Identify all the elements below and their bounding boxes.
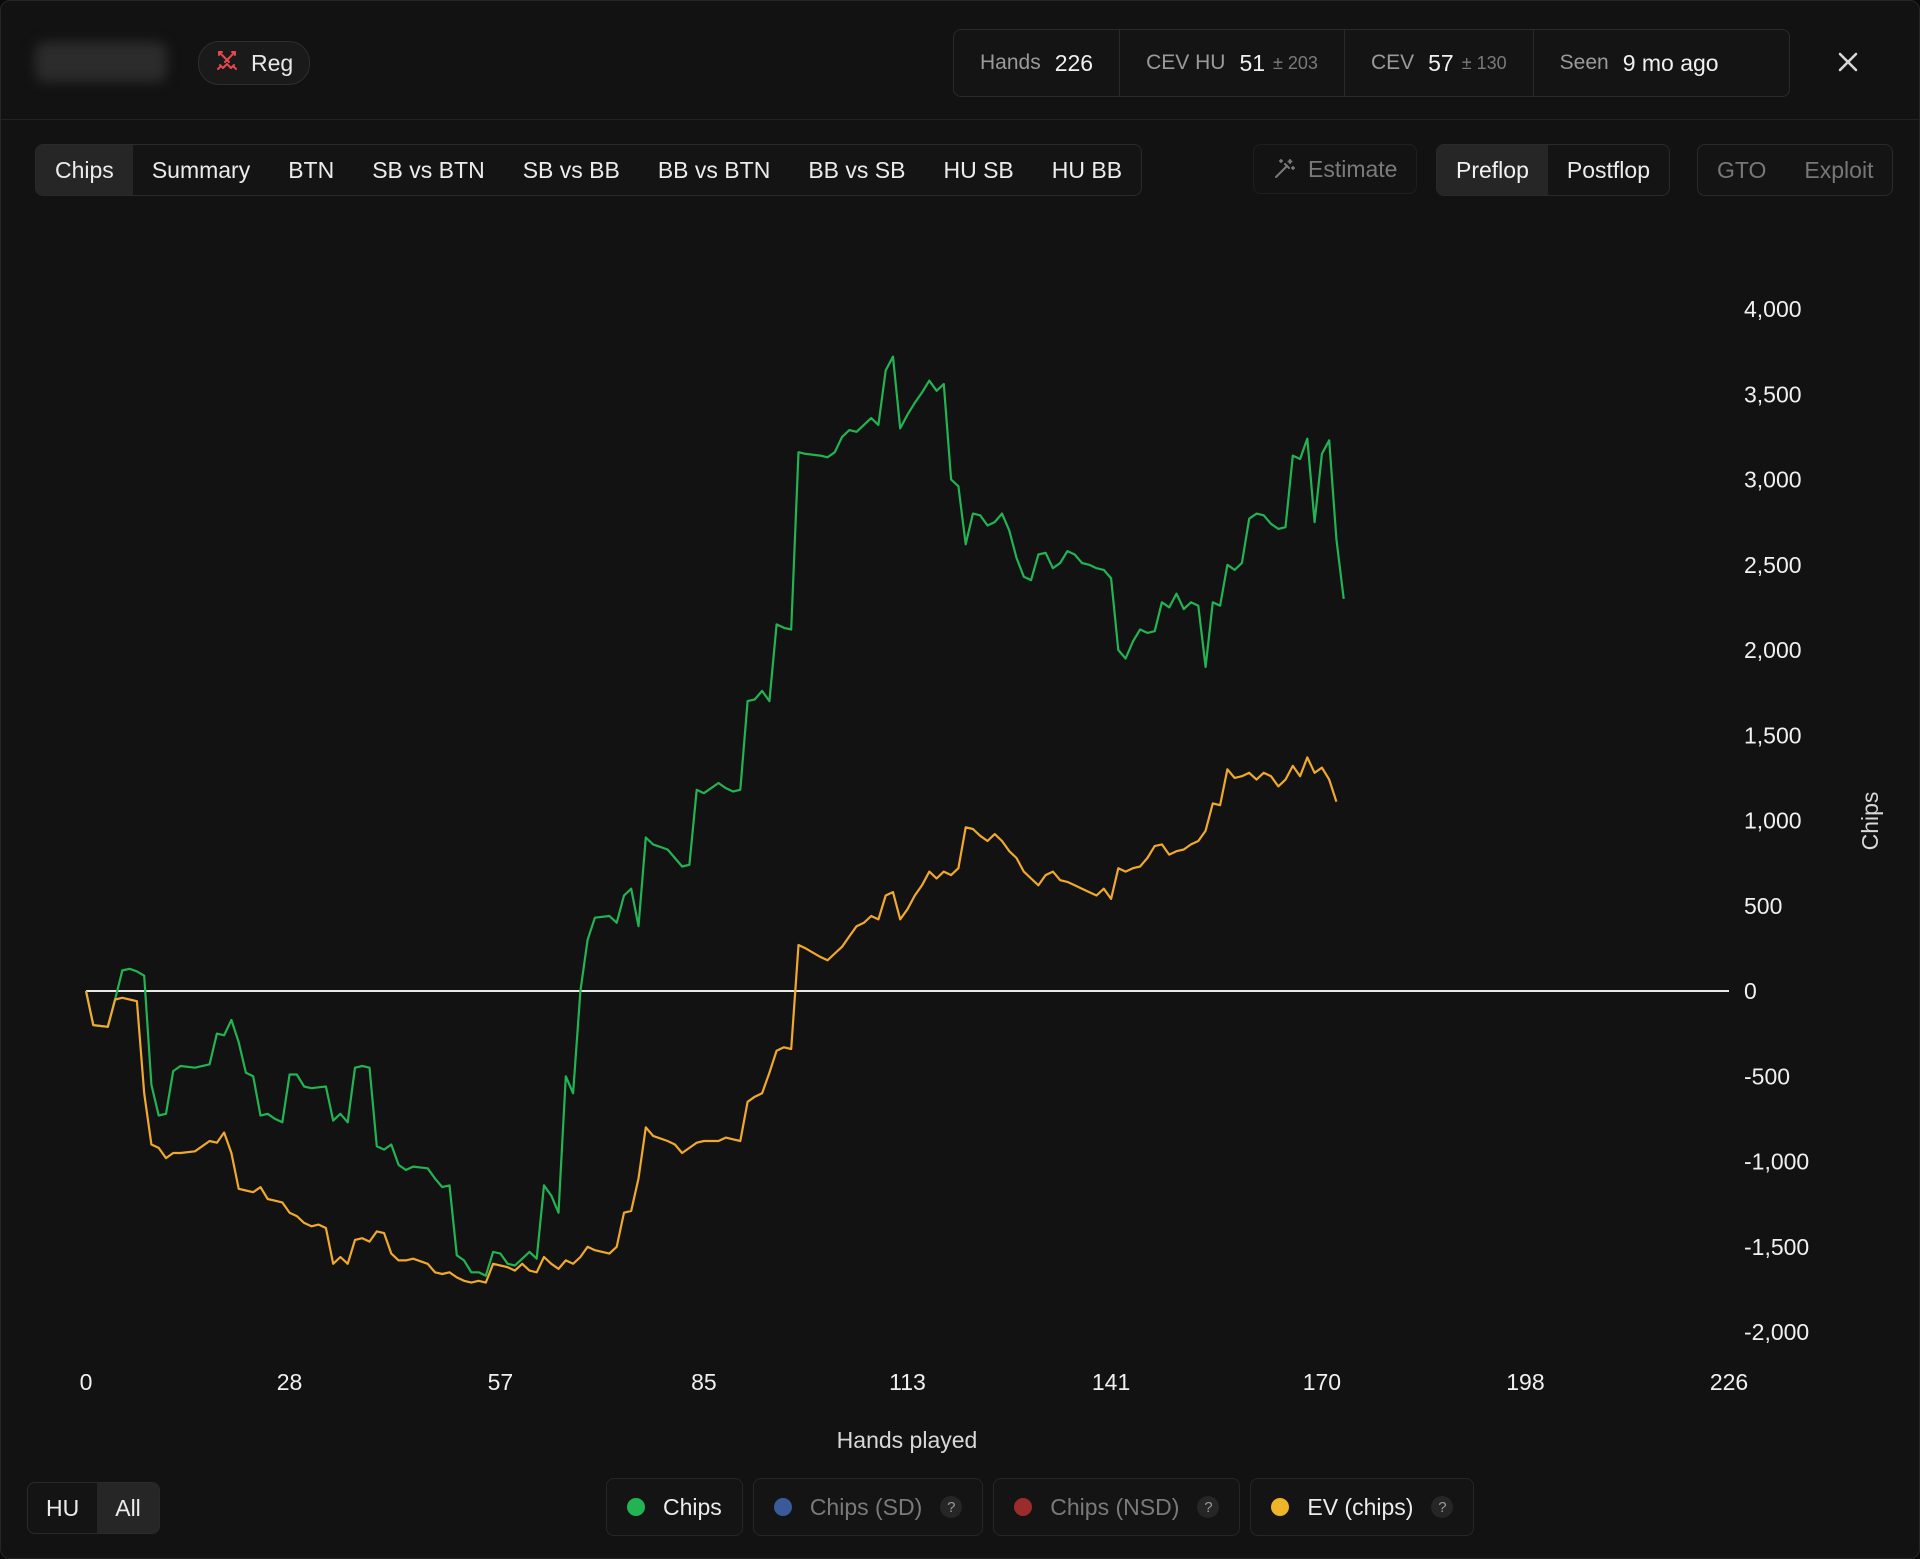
stat-cev-hu: CEV HU 51 ± 203 [1120, 30, 1345, 96]
tab-btn[interactable]: BTN [288, 156, 335, 183]
legend-label: Chips (NSD) [1050, 1493, 1180, 1520]
tab-hu-sb[interactable]: HU SB [943, 156, 1014, 183]
estimate-button[interactable]: Estimate [1253, 144, 1417, 194]
y-tick-label: 1,000 [1744, 808, 1802, 834]
legend-chips[interactable]: Chips [606, 1478, 743, 1536]
preflop-option[interactable]: Preflop [1437, 145, 1548, 195]
gto-option[interactable]: GTO [1717, 156, 1767, 183]
x-tick-label: 0 [80, 1369, 93, 1395]
legend-label: Chips (SD) [809, 1493, 923, 1520]
legend-chips-sd[interactable]: Chips (SD) ? [752, 1478, 984, 1536]
close-button[interactable] [1831, 45, 1865, 79]
y-tick-label: 2,000 [1744, 637, 1802, 663]
tab-chips[interactable]: Chips [36, 145, 133, 195]
legend-chips-nsd[interactable]: Chips (NSD) ? [993, 1478, 1241, 1536]
y-tick-label: 4,000 [1744, 296, 1802, 322]
blurred-player-name [35, 42, 167, 82]
y-tick-label: 3,000 [1744, 467, 1802, 493]
x-tick-label: 141 [1092, 1369, 1130, 1395]
scope-toggle: HU All [27, 1482, 160, 1534]
series-line-chips [84, 355, 1345, 1277]
tab-summary[interactable]: Summary [151, 156, 251, 183]
y-tick-label: -1,000 [1744, 1149, 1809, 1175]
magic-wand-icon [1275, 159, 1295, 178]
badge-label: Reg [251, 49, 294, 76]
y-tick-label: -2,000 [1744, 1319, 1809, 1345]
close-icon [1838, 52, 1858, 72]
y-tick-label: 3,500 [1744, 381, 1802, 407]
y-tick-label: 0 [1744, 978, 1757, 1004]
exploit-option[interactable]: Exploit [1804, 156, 1874, 183]
tab-bb-vs-btn[interactable]: BB vs BTN [657, 156, 771, 183]
help-icon[interactable]: ? [940, 1496, 963, 1518]
legend-dot [773, 1498, 792, 1516]
stat-hands: Hands 226 [954, 30, 1121, 96]
legend-ev-chips[interactable]: EV (chips) ? [1250, 1478, 1475, 1536]
x-tick-label: 28 [277, 1369, 303, 1395]
tab-sb-vs-bb[interactable]: SB vs BB [522, 156, 620, 183]
chart-legend: Chips Chips (SD) ? Chips (NSD) ? EV (chi… [606, 1478, 1475, 1536]
stat-label: Hands [980, 51, 1041, 74]
y-tick-label: -1,500 [1744, 1234, 1809, 1260]
tab-hu-bb[interactable]: HU BB [1051, 156, 1123, 183]
x-tick-label: 85 [691, 1369, 717, 1395]
legend-dot [1014, 1498, 1033, 1516]
stat-value: 226 [1054, 49, 1094, 76]
strategy-mode-toggle: GTO Exploit [1697, 144, 1894, 196]
series-line-ev-chips [84, 756, 1338, 1284]
x-tick-label: 57 [488, 1369, 514, 1395]
view-tabs: Chips Summary BTN SB vs BTN SB vs BB BB … [35, 144, 1143, 196]
tab-bb-vs-sb[interactable]: BB vs SB [808, 156, 906, 183]
estimate-label: Estimate [1308, 155, 1398, 182]
legend-dot [627, 1498, 645, 1516]
legend-label: Chips [663, 1493, 722, 1520]
help-icon[interactable]: ? [1197, 1496, 1220, 1518]
y-axis-title: Chips [1857, 792, 1883, 851]
x-tick-label: 226 [1710, 1369, 1748, 1395]
help-icon[interactable]: ? [1431, 1496, 1454, 1518]
x-tick-label: 198 [1506, 1369, 1544, 1395]
player-type-badge[interactable]: Reg [198, 41, 311, 85]
stat-label: CEV [1370, 51, 1415, 74]
stat-error: ± 130 [1461, 52, 1507, 73]
stat-label: CEV HU [1146, 51, 1226, 74]
stats-summary: Hands 226 CEV HU 51 ± 203 CEV 57 ± 130 S… [953, 29, 1790, 97]
y-tick-label: 2,500 [1744, 552, 1802, 578]
crossed-swords-icon [215, 48, 239, 78]
chips-line-chart: 4,000 3,500 3,000 2,500 2,000 1,500 1,000 500 0 -… [80, 296, 1883, 1453]
y-tick-label: -500 [1744, 1063, 1790, 1089]
header: Reg Hands 226 CEV HU 51 ± 203 CEV 57 ± 1… [1, 1, 1919, 120]
scope-hu-option[interactable]: HU [46, 1494, 80, 1521]
stat-cev: CEV 57 ± 130 [1345, 30, 1534, 96]
stat-seen: Seen 9 mo ago [1534, 30, 1745, 96]
x-axis-title: Hands played [837, 1427, 978, 1453]
y-tick-label: 1,500 [1744, 722, 1802, 748]
stat-value: 9 mo ago [1622, 49, 1719, 76]
legend-dot [1271, 1498, 1290, 1516]
y-tick-label: 500 [1744, 893, 1782, 919]
x-tick-label: 170 [1303, 1369, 1341, 1395]
street-toggle: Preflop Postflop [1436, 144, 1670, 196]
postflop-option[interactable]: Postflop [1566, 156, 1650, 183]
stat-value: 57 [1428, 49, 1454, 76]
stat-label: Seen [1559, 51, 1609, 74]
x-tick-label: 113 [889, 1369, 926, 1395]
scope-all-option[interactable]: All [97, 1483, 159, 1533]
tab-sb-vs-btn[interactable]: SB vs BTN [372, 156, 485, 183]
stat-error: ± 203 [1273, 52, 1318, 73]
legend-label: EV (chips) [1307, 1493, 1414, 1520]
stat-value: 51 [1239, 49, 1266, 76]
